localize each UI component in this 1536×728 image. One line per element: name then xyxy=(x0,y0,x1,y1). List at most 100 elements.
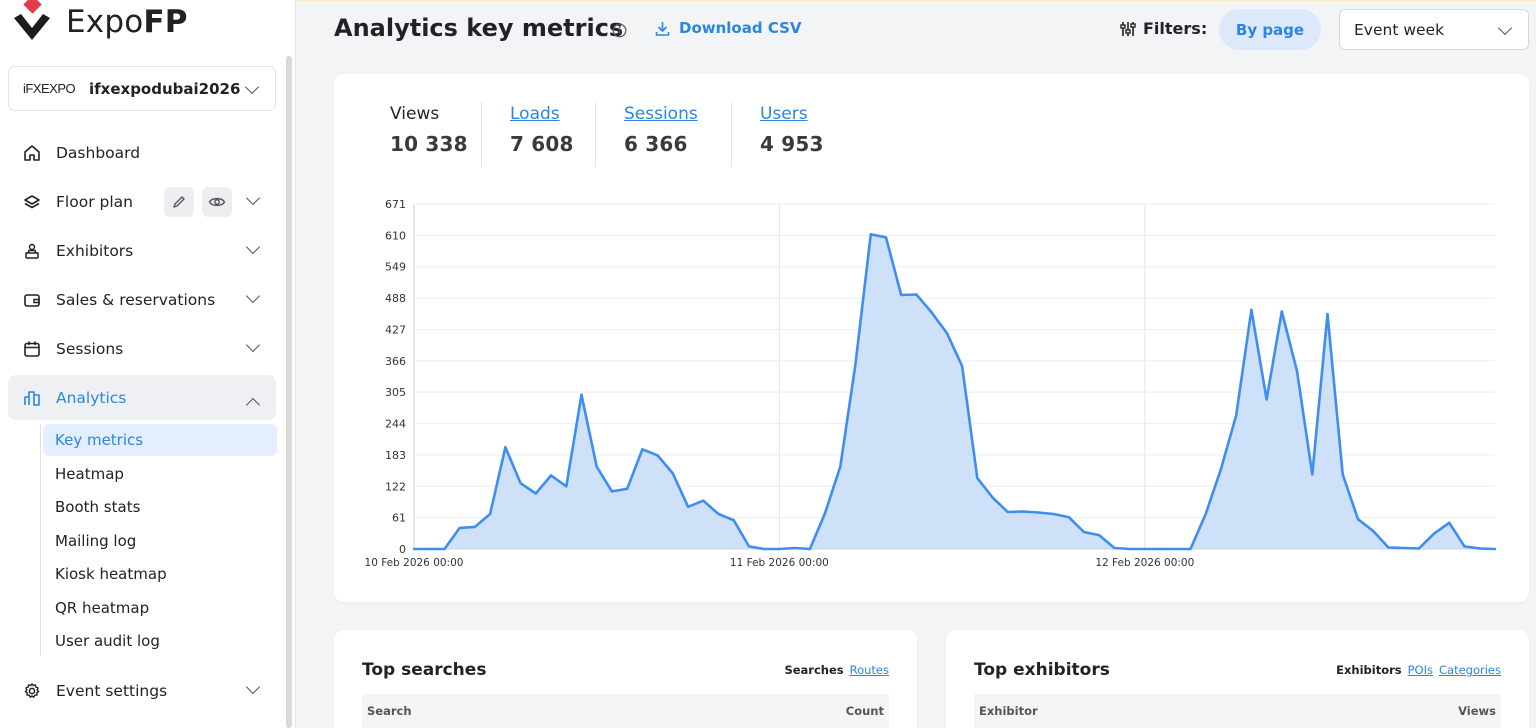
data-point xyxy=(1174,547,1177,551)
data-point xyxy=(869,233,872,236)
data-point xyxy=(1021,510,1025,513)
info-icon[interactable] xyxy=(612,23,627,42)
app-logo[interactable]: ExpoFP xyxy=(10,0,188,44)
top-exhibitors-tabs: Exhibitors POIs Categories xyxy=(1336,663,1501,677)
nav-sales-label: Sales & reservations xyxy=(56,290,216,309)
data-point xyxy=(565,485,568,488)
data-point xyxy=(1478,547,1481,550)
nav-sessions-label: Sessions xyxy=(56,339,124,358)
nav-dashboard-label: Dashboard xyxy=(56,143,141,162)
chevron-down-icon xyxy=(244,79,260,94)
data-point xyxy=(823,511,827,515)
data-point xyxy=(1371,529,1375,533)
preview-floor-plan-button[interactable] xyxy=(202,187,232,217)
data-point xyxy=(732,519,735,522)
top-searches-tabs: Searches Routes xyxy=(784,663,889,677)
data-point xyxy=(1097,533,1101,537)
subnav-qr-heatmap[interactable]: QR heatmap xyxy=(55,599,150,617)
data-point xyxy=(1265,398,1268,401)
data-point xyxy=(1356,517,1360,521)
data-point xyxy=(960,364,964,368)
data-point xyxy=(717,512,720,516)
subnav-heatmap[interactable]: Heatmap xyxy=(55,465,124,483)
home-icon xyxy=(22,143,42,163)
subnav-booth-stats[interactable]: Booth stats xyxy=(55,498,141,516)
stat-loads-link[interactable]: Loads xyxy=(510,104,560,124)
stat-divider xyxy=(481,102,482,167)
sidebar: ExpoFP iFXEXPO ifxexpodubai2026 Dashboar… xyxy=(0,0,296,728)
page-title: Analytics key metrics xyxy=(334,14,624,42)
stat-sessions-value: 6 366 xyxy=(624,132,688,156)
col-views[interactable]: Views xyxy=(1458,704,1496,718)
x-tick-label: 10 Feb 2026 00:00 xyxy=(365,557,464,569)
data-point xyxy=(1448,521,1451,524)
tab-routes[interactable]: Routes xyxy=(849,663,889,677)
y-tick-label: 427 xyxy=(385,323,406,336)
data-point xyxy=(1158,547,1162,551)
nav-sessions[interactable]: Sessions xyxy=(8,326,276,371)
filters-text: Filters: xyxy=(1143,19,1208,38)
series-area xyxy=(414,234,1495,550)
stat-users: Users 4 953 xyxy=(760,104,824,156)
col-exhibitor[interactable]: Exhibitor xyxy=(979,704,1038,718)
data-point xyxy=(534,492,538,495)
data-point xyxy=(656,454,659,457)
sidebar-scrollbar[interactable] xyxy=(286,56,292,728)
nav-floor-plan[interactable]: Floor plan xyxy=(8,179,276,224)
key-metrics-card: Views 10 338 Loads 7 608 Sessions 6 366 … xyxy=(334,74,1529,602)
data-point xyxy=(519,481,522,485)
tab-exhibitors[interactable]: Exhibitors xyxy=(1336,663,1402,677)
download-csv-link[interactable]: Download CSV xyxy=(654,19,802,37)
tab-pois[interactable]: POIs xyxy=(1407,663,1433,677)
subnav-kiosk-heatmap[interactable]: Kiosk heatmap xyxy=(55,565,167,583)
data-point xyxy=(945,331,949,335)
subnav-key-metrics[interactable]: Key metrics xyxy=(43,424,277,456)
col-search[interactable]: Search xyxy=(367,704,412,718)
period-select[interactable]: Event week xyxy=(1339,9,1529,50)
y-tick-label: 610 xyxy=(385,229,406,242)
data-point xyxy=(1204,512,1207,516)
data-point xyxy=(747,545,751,548)
nav-dashboard[interactable]: Dashboard xyxy=(8,130,276,175)
data-point xyxy=(778,547,781,551)
layers-icon xyxy=(22,192,42,212)
y-tick-label: 61 xyxy=(392,512,406,525)
pencil-icon xyxy=(173,196,185,208)
data-point xyxy=(1387,546,1390,549)
tab-searches[interactable]: Searches xyxy=(784,663,844,677)
app-name: ExpoFP xyxy=(66,4,188,40)
by-page-toggle[interactable]: By page xyxy=(1219,9,1321,50)
data-point xyxy=(1067,515,1070,519)
y-tick-label: 244 xyxy=(385,418,406,431)
data-point xyxy=(1082,530,1086,534)
x-tick-label: 12 Feb 2026 00:00 xyxy=(1095,557,1194,569)
col-count[interactable]: Count xyxy=(845,704,884,718)
subnav-mailing-log[interactable]: Mailing log xyxy=(55,532,137,550)
stat-views-label: Views xyxy=(390,104,440,124)
data-point xyxy=(610,490,614,493)
data-point xyxy=(488,512,492,516)
data-point xyxy=(930,311,933,314)
data-point xyxy=(504,445,507,449)
edit-floor-plan-button[interactable] xyxy=(164,187,194,217)
nav-exhibitors-label: Exhibitors xyxy=(56,241,134,260)
data-point xyxy=(839,465,842,468)
y-tick-label: 366 xyxy=(385,355,406,368)
nav-analytics[interactable]: Analytics xyxy=(8,375,276,420)
data-point xyxy=(1234,414,1238,417)
nav-floor-plan-label: Floor plan xyxy=(56,192,133,211)
data-point xyxy=(473,525,477,529)
stat-users-link[interactable]: Users xyxy=(760,104,808,124)
views-area-chart: 0 61 122 183 244 305 366 427 488 549 610 671 10 Feb … xyxy=(365,198,1497,569)
nav-event-settings[interactable]: Event settings xyxy=(8,668,276,713)
data-point xyxy=(991,496,994,499)
nav-exhibitors[interactable]: Exhibitors xyxy=(8,228,276,273)
event-name: ifxexpodubai2026 xyxy=(89,79,241,98)
y-tick-label: 183 xyxy=(385,449,406,462)
tab-categories[interactable]: Categories xyxy=(1439,663,1501,677)
top-searches-title: Top searches xyxy=(362,660,487,680)
nav-sales-reservations[interactable]: Sales & reservations xyxy=(8,277,276,322)
subnav-user-audit-log[interactable]: User audit log xyxy=(55,632,160,650)
event-selector[interactable]: iFXEXPO ifxexpodubai2026 xyxy=(8,66,276,111)
stat-sessions-link[interactable]: Sessions xyxy=(624,104,698,124)
